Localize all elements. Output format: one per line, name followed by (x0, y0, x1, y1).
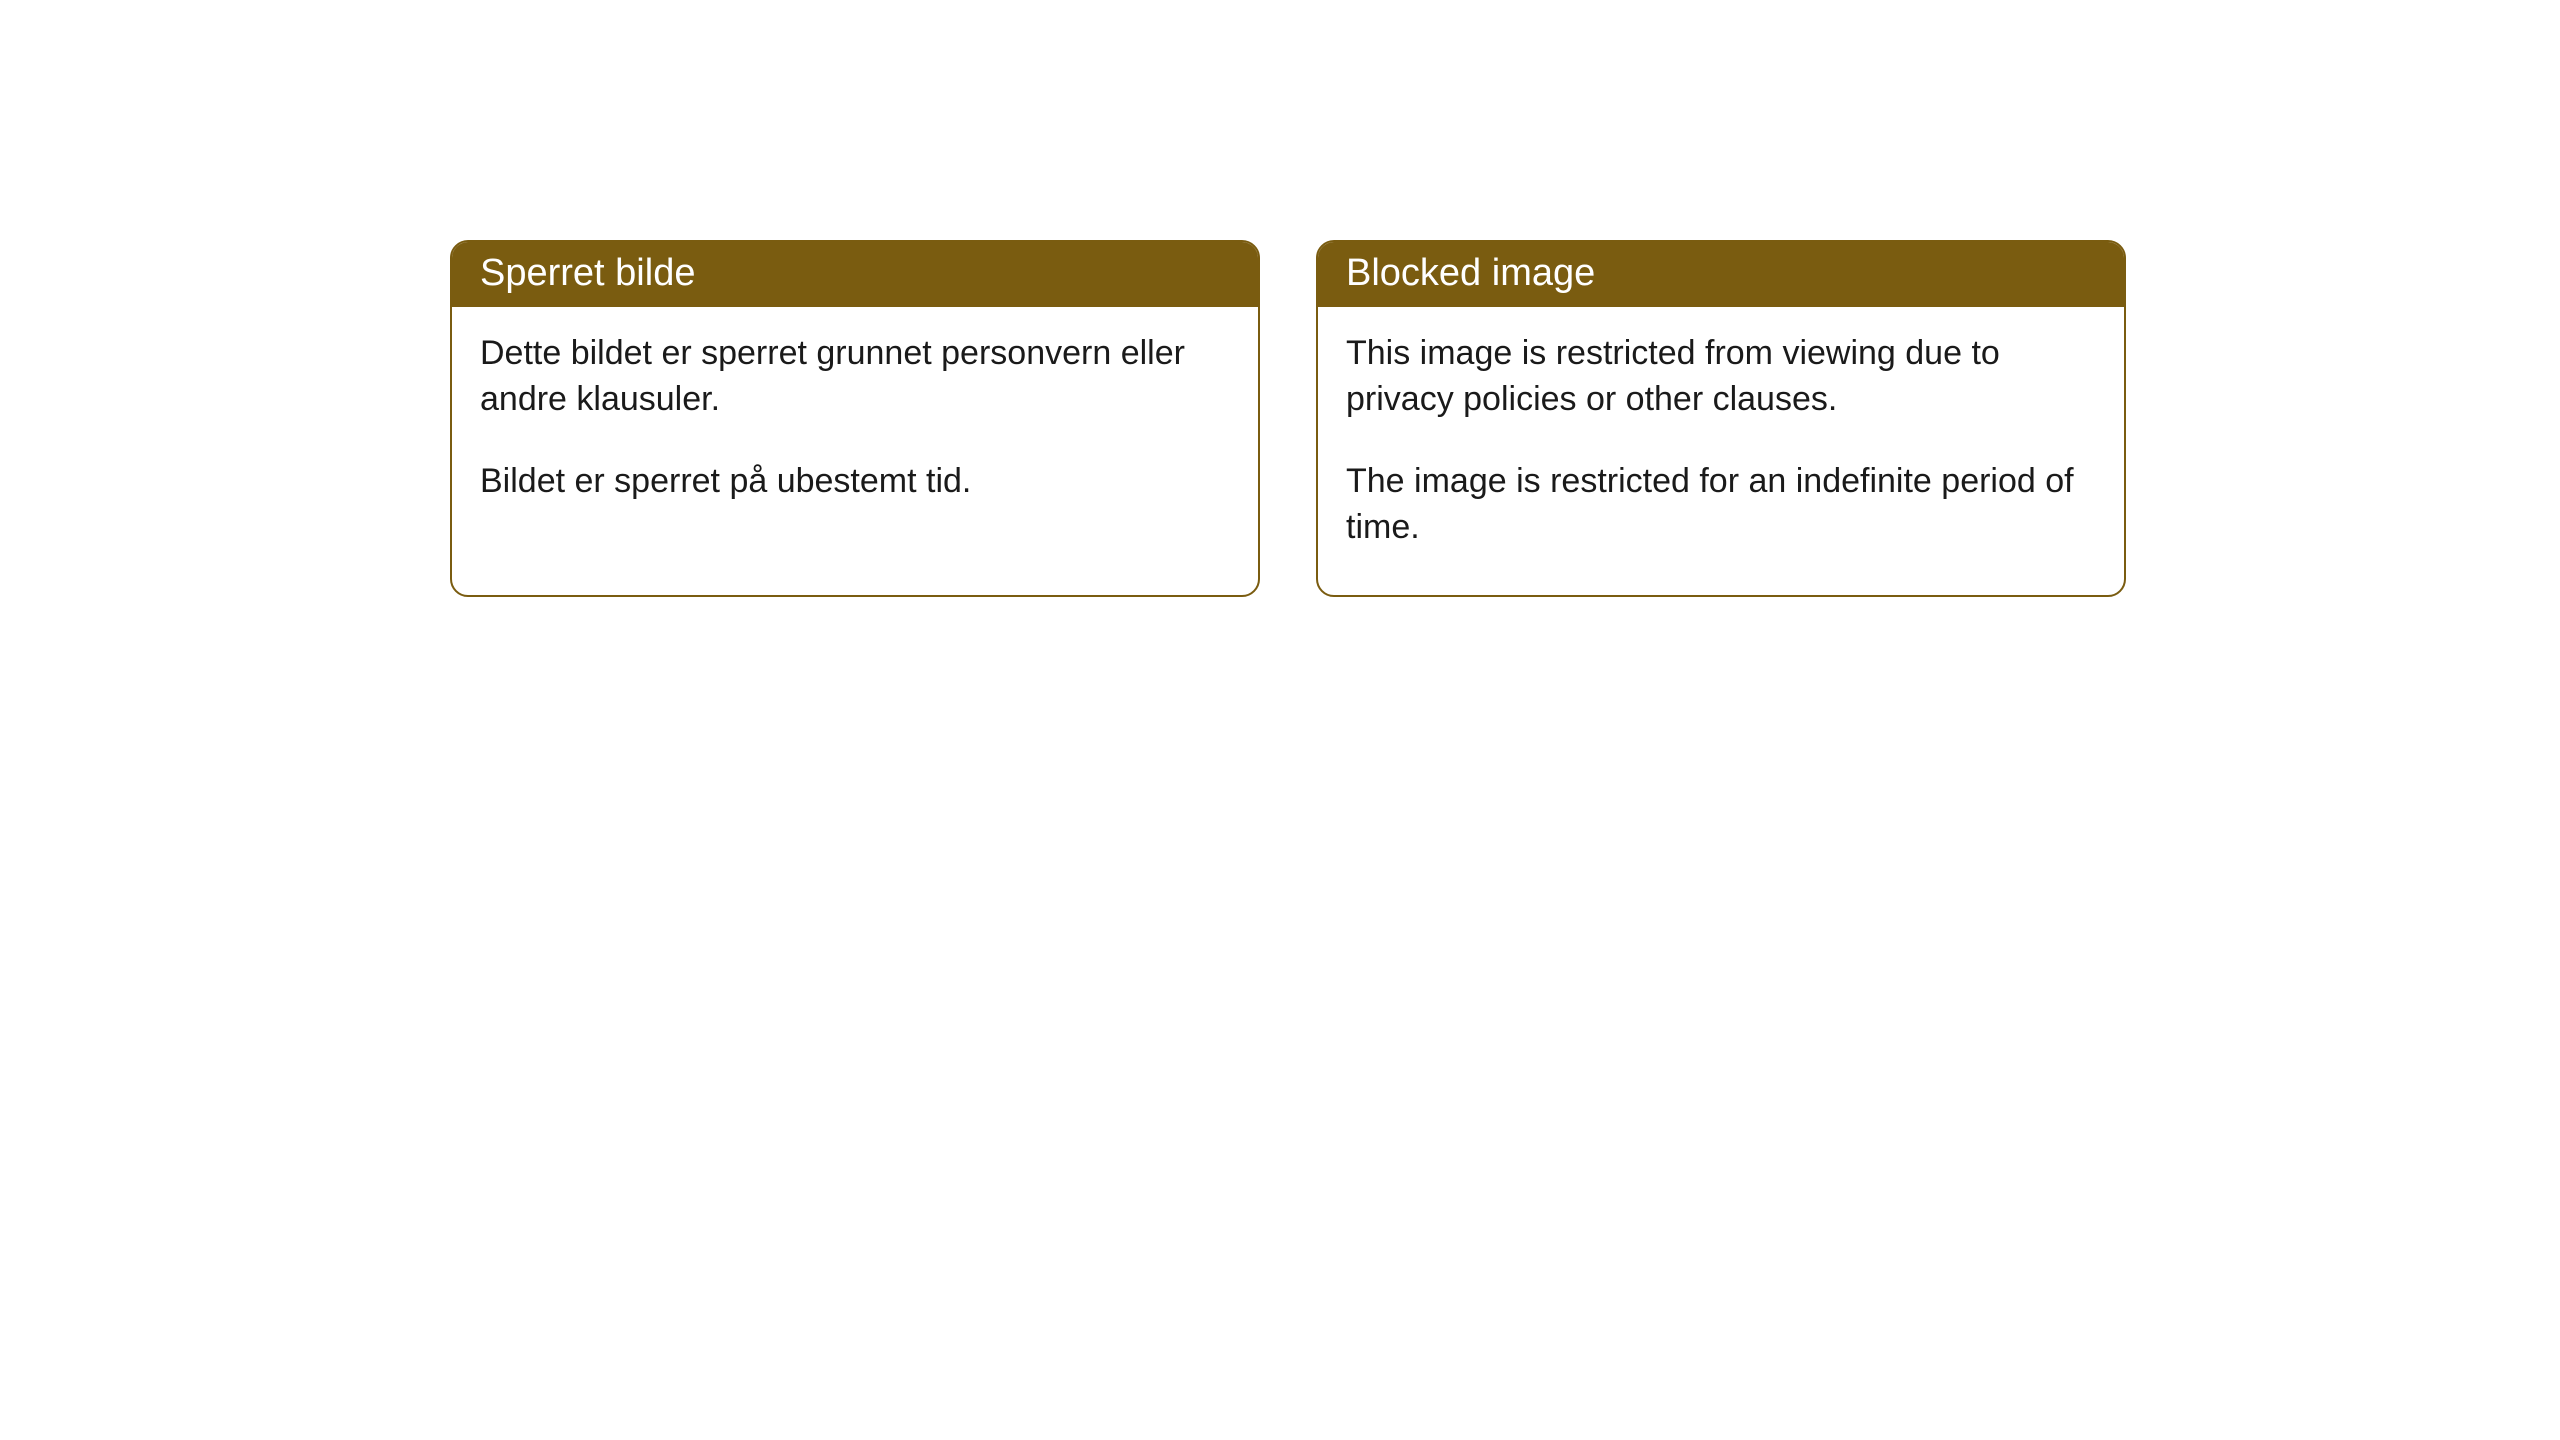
card-paragraph: This image is restricted from viewing du… (1346, 331, 2096, 423)
card-body: This image is restricted from viewing du… (1318, 307, 2124, 595)
blocked-image-card-english: Blocked image This image is restricted f… (1316, 240, 2126, 597)
card-header: Blocked image (1318, 242, 2124, 307)
card-paragraph: Bildet er sperret på ubestemt tid. (480, 459, 1230, 505)
card-paragraph: Dette bildet er sperret grunnet personve… (480, 331, 1230, 423)
card-paragraph: The image is restricted for an indefinit… (1346, 459, 2096, 551)
blocked-image-card-norwegian: Sperret bilde Dette bildet er sperret gr… (450, 240, 1260, 597)
card-title: Blocked image (1346, 252, 1595, 294)
notice-cards-container: Sperret bilde Dette bildet er sperret gr… (450, 240, 2560, 597)
card-header: Sperret bilde (452, 242, 1258, 307)
card-title: Sperret bilde (480, 252, 695, 294)
card-body: Dette bildet er sperret grunnet personve… (452, 307, 1258, 549)
